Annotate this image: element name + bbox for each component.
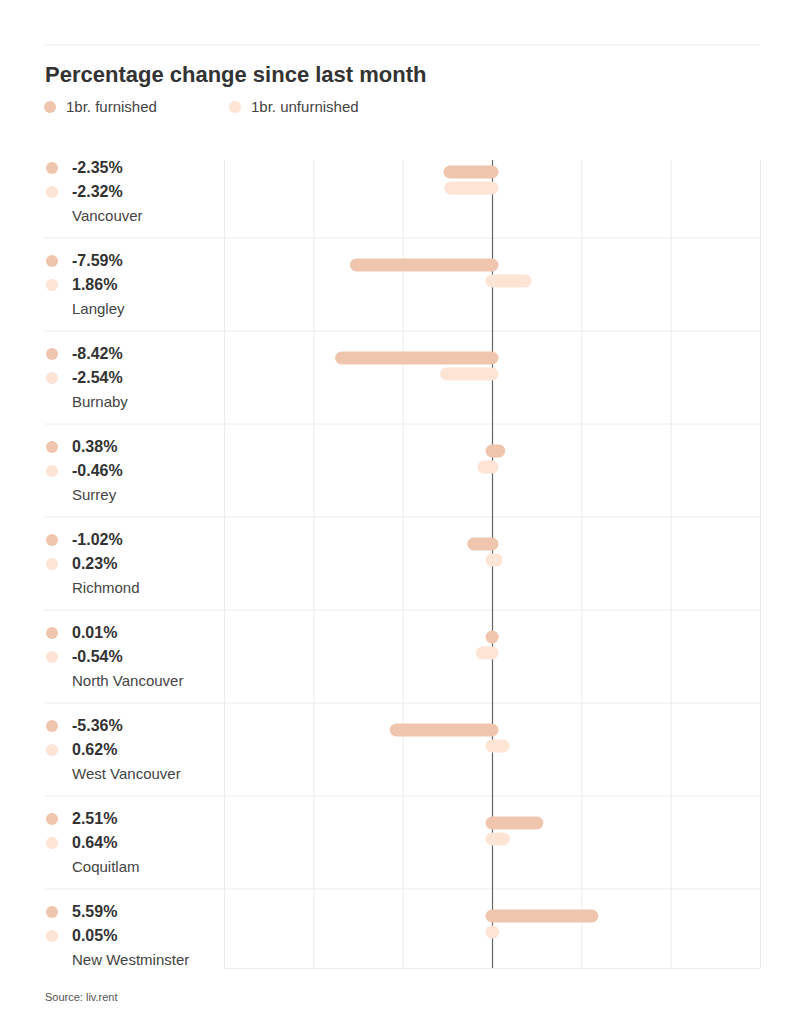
data-label: 2.51% xyxy=(72,810,117,827)
chart: Percentage change since last month 1br. f… xyxy=(0,0,805,1024)
bar xyxy=(492,910,592,923)
x-axis xyxy=(225,160,761,969)
bar xyxy=(451,182,492,195)
bar xyxy=(396,724,492,737)
label-dot xyxy=(46,744,58,756)
grid-line xyxy=(313,160,314,968)
label-dot xyxy=(46,930,58,942)
data-label: -2.54% xyxy=(72,369,123,386)
data-label: 0.62% xyxy=(72,741,117,758)
label-dot xyxy=(46,534,58,546)
data-label: 0.38% xyxy=(72,438,117,455)
data-label: -2.35% xyxy=(72,159,123,176)
label-dot xyxy=(46,813,58,825)
row-separator xyxy=(45,610,760,611)
category-label: Coquitlam xyxy=(72,858,140,875)
bar xyxy=(450,166,492,179)
grid-line xyxy=(760,160,761,968)
label-dot xyxy=(46,837,58,849)
data-label: -2.32% xyxy=(72,183,123,200)
bar xyxy=(492,817,537,830)
row-separator xyxy=(45,796,760,797)
data-label: -5.36% xyxy=(72,717,123,734)
bars xyxy=(342,172,592,932)
category-label: North Vancouver xyxy=(72,672,183,689)
category-label: West Vancouver xyxy=(72,765,181,782)
bar xyxy=(447,368,492,381)
row-separator xyxy=(45,331,760,332)
data-label: -1.02% xyxy=(72,531,123,548)
label-dot xyxy=(46,627,58,639)
bar xyxy=(484,461,492,474)
data-label: -7.59% xyxy=(72,252,123,269)
bar xyxy=(486,926,500,939)
category-label: New Westminster xyxy=(72,951,189,968)
bar xyxy=(356,259,492,272)
grid-line xyxy=(224,160,225,968)
data-label: -8.42% xyxy=(72,345,123,362)
legend-label: 1br. unfurnished xyxy=(251,98,359,115)
data-label: 0.05% xyxy=(72,927,117,944)
label-dot xyxy=(46,348,58,360)
label-dot xyxy=(46,558,58,570)
category-label: Richmond xyxy=(72,579,140,596)
bar xyxy=(486,631,499,644)
bar xyxy=(492,554,496,567)
label-dot xyxy=(46,255,58,267)
tick xyxy=(581,160,582,968)
data-label: 1.86% xyxy=(72,276,117,293)
bar xyxy=(474,538,492,551)
grid-line xyxy=(671,160,672,968)
bar xyxy=(342,352,492,365)
label-dot xyxy=(46,906,58,918)
category-label: Langley xyxy=(72,300,125,317)
row-separator xyxy=(45,517,760,518)
data-label: -0.46% xyxy=(72,462,123,479)
label-dot xyxy=(46,279,58,291)
label-dot xyxy=(46,162,58,174)
bar xyxy=(492,275,525,288)
bar xyxy=(492,740,503,753)
label-dot xyxy=(46,186,58,198)
label-dot xyxy=(46,441,58,453)
row-separator xyxy=(45,424,760,425)
top-border xyxy=(45,45,760,46)
data-label: 0.01% xyxy=(72,624,117,641)
tick xyxy=(224,160,225,968)
category-label: Vancouver xyxy=(72,207,143,224)
legend-swatch xyxy=(229,101,241,113)
tick xyxy=(403,160,404,968)
data-label: -0.54% xyxy=(72,648,123,665)
axis-line xyxy=(225,968,761,969)
tick xyxy=(671,160,672,968)
label-dot xyxy=(46,465,58,477)
tick xyxy=(313,160,314,968)
label-dot xyxy=(46,651,58,663)
bar xyxy=(492,445,499,458)
bar xyxy=(482,647,492,660)
row-separator xyxy=(45,238,760,239)
title: Percentage change since last month xyxy=(45,62,426,87)
label-dot xyxy=(46,372,58,384)
data-label: 0.64% xyxy=(72,834,117,851)
data-label: 0.23% xyxy=(72,555,117,572)
bar xyxy=(492,833,503,846)
category-label: Surrey xyxy=(72,486,117,503)
row-separator xyxy=(45,889,760,890)
legend-swatch xyxy=(44,101,56,113)
grid-line xyxy=(403,160,404,968)
source: Source: liv.rent xyxy=(45,991,118,1003)
tick xyxy=(760,160,761,968)
row-separator xyxy=(45,703,760,704)
legend-label: 1br. furnished xyxy=(66,98,157,115)
grid-line xyxy=(581,160,582,968)
category-label: Burnaby xyxy=(72,393,128,410)
label-dot xyxy=(46,720,58,732)
data-label: 5.59% xyxy=(72,903,117,920)
